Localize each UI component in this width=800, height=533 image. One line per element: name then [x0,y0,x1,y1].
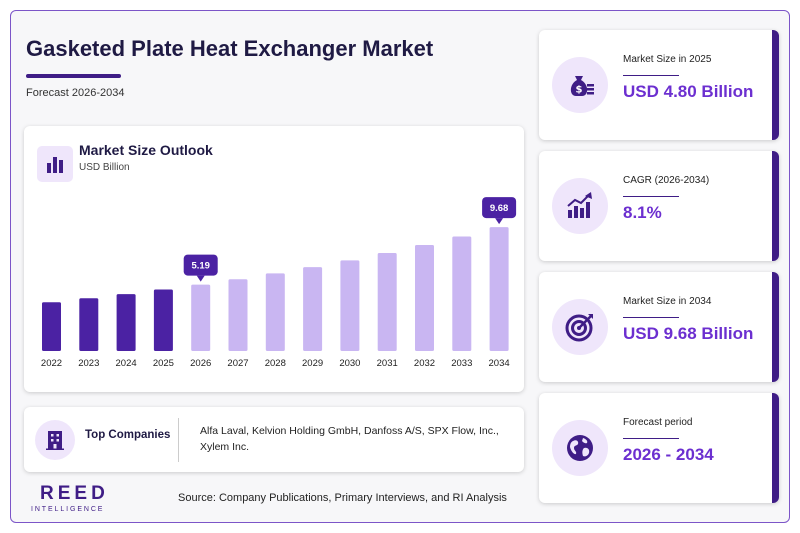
bar-2028 [265,273,285,351]
chart-title: Market Size Outlook [79,142,213,158]
stat-divider [623,317,679,318]
target-icon [552,299,608,355]
bar-2027 [228,279,248,351]
stat-label: CAGR (2026-2034) [623,175,710,186]
stat-divider [623,196,679,197]
x-tick-label: 2022 [41,358,62,369]
x-tick-label: 2031 [377,358,398,369]
bar-2025 [153,289,173,351]
money-bag-icon: $ [552,57,608,113]
x-tick-label: 2032 [414,358,435,369]
source-note: Source: Company Publications, Primary In… [178,492,507,504]
stat-label: Forecast period [623,417,693,428]
brand-logo: REED [40,483,109,504]
stat-label: Market Size in 2034 [623,296,712,307]
stat-divider [623,438,679,439]
bar-2022 [42,302,61,351]
stat-card-forecast-period: Forecast period 2026 - 2034 [539,393,779,503]
data-label: 9.68 [490,203,509,214]
chart-unit: USD Billion [79,162,130,173]
bar-chart: 2022 2023 2024 2025 2026 2027 2028 2029 2030 2031… [41,197,517,369]
divider [178,418,179,462]
bar-2026 [191,284,211,351]
bar-2031 [377,252,397,351]
x-tick-label: 2033 [451,358,472,369]
bar-2033 [452,236,472,351]
page-subtitle: Forecast 2026-2034 [26,87,125,99]
x-tick-label: 2023 [78,358,99,369]
bar-2029 [303,267,323,351]
stat-card-market-2034: Market Size in 2034 USD 9.68 Billion [539,272,779,382]
top-companies-card: Top Companies Alfa Laval, Kelvion Holdin… [24,407,524,472]
x-tick-label: 2030 [339,358,360,369]
page-title: Gasketed Plate Heat Exchanger Market [26,36,434,61]
x-tick-label: 2029 [302,358,323,369]
svg-text:$: $ [576,85,583,96]
building-icon [35,420,75,460]
globe-icon [552,420,608,476]
bar-2024 [116,294,136,351]
x-tick-label: 2028 [265,358,286,369]
stat-card-cagr: CAGR (2026-2034) 8.1% [539,151,779,261]
stat-divider [623,75,679,76]
title-underline [26,74,121,78]
stat-value: 8.1% [623,203,662,222]
callout-2034: 9.68 [482,197,517,225]
stat-card-market-2025: $ Market Size in 2025 USD 4.80 Billion [539,30,779,140]
bar-2034 [489,227,509,351]
data-label: 5.19 [191,261,210,272]
x-tick-label: 2024 [116,358,137,369]
brand-logo-subtitle: INTELLIGENCE [31,506,105,513]
chart-card: 2022 2023 2024 2025 2026 2027 2028 2029 2030 2031… [24,126,524,392]
x-tick-label: 2034 [489,358,510,369]
x-tick-label: 2025 [153,358,174,369]
stat-value: USD 9.68 Billion [623,324,754,343]
growth-chart-icon [552,178,608,234]
bar-2032 [415,245,434,351]
bar-chart-icon [37,146,73,182]
bar-2023 [79,298,99,351]
top-companies-label: Top Companies [85,429,171,441]
stat-value: USD 4.80 Billion [623,82,754,101]
stat-label: Market Size in 2025 [623,54,712,65]
bar-2030 [340,260,360,351]
top-companies-list: Alfa Laval, Kelvion Holding GmbH, Danfos… [200,425,499,453]
callout-2026: 5.19 [183,254,218,282]
stat-value: 2026 - 2034 [623,445,714,464]
x-tick-label: 2027 [227,358,248,369]
x-tick-label: 2026 [190,358,211,369]
